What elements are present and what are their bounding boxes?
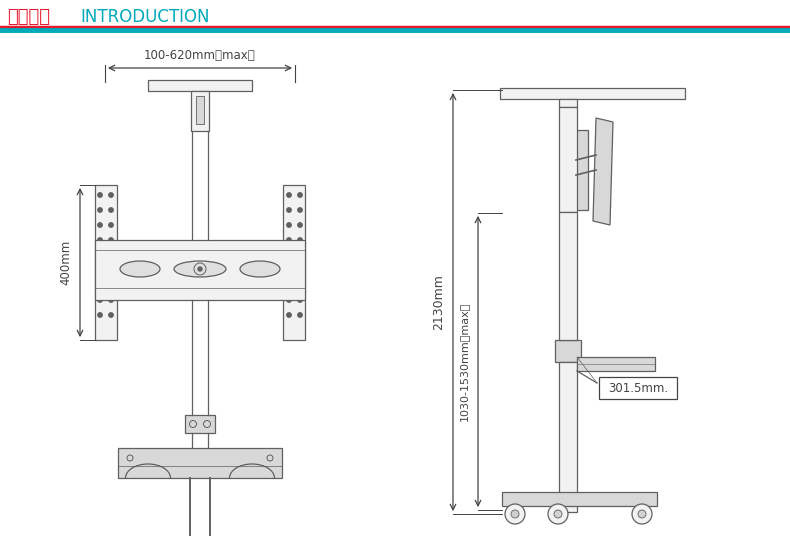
Bar [500, 88, 685, 99]
Circle shape [109, 283, 113, 287]
Bar [576, 130, 588, 210]
Circle shape [298, 298, 303, 302]
Circle shape [287, 208, 292, 212]
Bar [577, 357, 655, 371]
Circle shape [109, 253, 113, 257]
Circle shape [298, 283, 303, 287]
Bar [191, 91, 209, 131]
Text: 100-620mm（max）: 100-620mm（max） [144, 49, 256, 62]
Circle shape [287, 223, 292, 227]
Circle shape [287, 268, 292, 272]
Circle shape [287, 238, 292, 242]
Circle shape [298, 193, 303, 197]
Text: 301.5mm.: 301.5mm. [608, 382, 668, 394]
Bar [502, 492, 657, 506]
Bar [95, 185, 117, 340]
Bar [559, 107, 577, 212]
Ellipse shape [240, 261, 280, 277]
Circle shape [98, 193, 102, 197]
Circle shape [511, 510, 519, 518]
Text: 400mm: 400mm [59, 239, 73, 285]
Circle shape [98, 223, 102, 227]
Circle shape [98, 208, 102, 212]
Polygon shape [593, 118, 613, 225]
Circle shape [98, 253, 102, 257]
Circle shape [109, 238, 113, 242]
Circle shape [109, 193, 113, 197]
Circle shape [548, 504, 568, 524]
Circle shape [298, 268, 303, 272]
Circle shape [298, 253, 303, 257]
Ellipse shape [120, 261, 160, 277]
Bar [95, 240, 305, 300]
Circle shape [632, 504, 652, 524]
Circle shape [109, 298, 113, 302]
Circle shape [98, 298, 102, 302]
Circle shape [287, 298, 292, 302]
Circle shape [287, 313, 292, 317]
Circle shape [287, 283, 292, 287]
Circle shape [298, 238, 303, 242]
Circle shape [109, 313, 113, 317]
Circle shape [638, 510, 646, 518]
Bar [559, 99, 577, 107]
Circle shape [287, 193, 292, 197]
Bar [555, 340, 581, 362]
Bar [196, 96, 204, 124]
Bar [599, 377, 677, 399]
Bar [118, 448, 282, 478]
Circle shape [554, 510, 562, 518]
Text: 1030-1530mm（max）: 1030-1530mm（max） [459, 302, 469, 421]
Circle shape [98, 313, 102, 317]
Circle shape [198, 267, 202, 271]
Circle shape [298, 223, 303, 227]
Text: INTRODUCTION: INTRODUCTION [80, 8, 209, 26]
Circle shape [98, 238, 102, 242]
Circle shape [298, 313, 303, 317]
Ellipse shape [174, 261, 226, 277]
Text: 2130mm: 2130mm [432, 274, 446, 330]
Circle shape [298, 208, 303, 212]
Circle shape [98, 283, 102, 287]
Circle shape [109, 223, 113, 227]
Bar [559, 212, 577, 340]
Circle shape [505, 504, 525, 524]
Circle shape [109, 268, 113, 272]
Bar [185, 415, 215, 433]
Text: 商品介绍: 商品介绍 [7, 8, 50, 26]
Bar [283, 185, 305, 340]
Bar [559, 362, 577, 512]
Circle shape [287, 253, 292, 257]
Circle shape [98, 268, 102, 272]
Circle shape [109, 208, 113, 212]
Bar [148, 80, 252, 91]
